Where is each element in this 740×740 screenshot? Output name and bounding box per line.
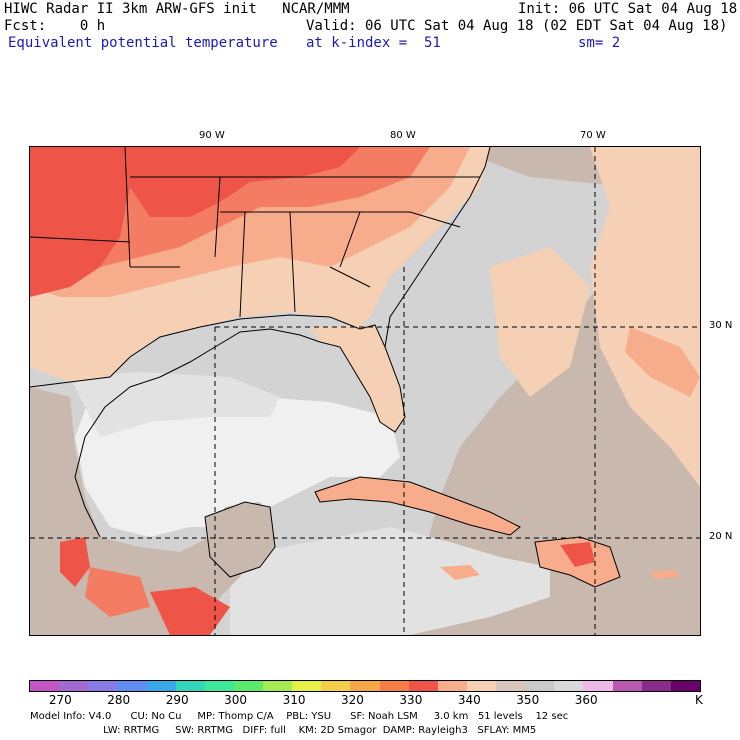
central-america-red [150, 587, 230, 635]
colorbar-tick-label: 290 [165, 693, 189, 707]
coastline-yucatan [204, 501, 276, 578]
colorbar-swatch [59, 681, 89, 691]
colorbar-swatch [437, 681, 467, 691]
map-panel [29, 146, 701, 636]
east-atlantic-peach-region [590, 147, 700, 487]
state-borders [30, 147, 480, 318]
title-line-1: HIWC Radar II 3km ARW-GFS init NCAR/MMM [4, 1, 350, 17]
coastline-hispaniola [534, 536, 621, 588]
us-land-red-west [30, 147, 130, 297]
colorbar-tick-label: 340 [457, 693, 481, 707]
gulf-lighter-core [70, 372, 280, 437]
colorbar-swatch [525, 681, 555, 691]
us-land-red-north [125, 147, 360, 217]
lon-label-90w: 90 W [199, 130, 225, 141]
colorbar-tick-label: 310 [282, 693, 306, 707]
jamaica-island [440, 565, 480, 580]
florida-peninsula [310, 325, 405, 432]
colorbar-tick-label: 270 [48, 693, 72, 707]
colorbar-tick-label: 280 [107, 693, 131, 707]
mexico-red-spots [60, 537, 90, 587]
colorbar-swatch [554, 681, 584, 691]
footer-line-2: LW: RRTMG SW: RRTMG DIFF: full KM: 2D Sm… [30, 725, 537, 736]
colorbar-swatch [233, 681, 263, 691]
lon-label-70w: 70 W [580, 130, 606, 141]
central-america-orange [85, 567, 150, 617]
colorbar-swatch [583, 681, 613, 691]
coastline-cuba [314, 476, 521, 536]
colorbar-swatch [321, 681, 351, 691]
colorbar-swatch [670, 681, 700, 691]
colorbar-swatch [263, 681, 293, 691]
valid-time: Valid: 06 UTC Sat 04 Aug 18 (02 EDT Sat … [306, 18, 728, 34]
hispaniola-red-core [560, 542, 595, 567]
colorbar-swatch [612, 681, 642, 691]
salmon-streak [625, 327, 700, 397]
coastline-us [30, 314, 406, 538]
puerto-rico-island [650, 570, 680, 579]
colorbar-tick-label: 320 [341, 693, 364, 707]
colorbar-tick-label: 360 [574, 693, 598, 707]
gulf-light-region [75, 387, 400, 537]
field-name: Equivalent potential temperature [8, 35, 278, 51]
lat-label-20n: 20 N [709, 531, 733, 542]
footer-line-1: Model Info: V4.0 CU: No Cu MP: Thomp C/A… [30, 711, 569, 722]
colorbar-swatch [466, 681, 496, 691]
colorbar-swatch [496, 681, 526, 691]
lat-label-30n: 30 N [709, 320, 733, 331]
colorbar-swatch [30, 681, 60, 691]
yucatan-peninsula [205, 502, 275, 577]
smoothing-info: sm= 2 [578, 35, 621, 51]
colorbar-swatch [408, 681, 438, 691]
cuba-island [315, 477, 520, 535]
colorbar [29, 680, 701, 692]
colorbar-swatch [379, 681, 409, 691]
colorbar-swatch [175, 681, 205, 691]
colorbar-tick-label: 350 [516, 693, 540, 707]
colorbar-swatch [146, 681, 176, 691]
lon-label-80w: 80 W [390, 130, 416, 141]
caribbean-light-band [230, 527, 550, 635]
colorbar-swatch [88, 681, 118, 691]
forecast-hour: Fcst: 0 h [4, 18, 106, 34]
colorbar-swatch [117, 681, 147, 691]
init-time: Init: 06 UTC Sat 04 Aug 18 [518, 1, 738, 17]
colorbar-swatch [641, 681, 671, 691]
colorbar-tick-label: 300 [224, 693, 248, 707]
colorbar-swatch [350, 681, 380, 691]
coastline-atlantic [384, 147, 491, 348]
colorbar-tick-label: K [695, 693, 703, 707]
colorbar-swatch [204, 681, 234, 691]
peach-streak [490, 247, 590, 397]
colorbar-tick-label: 330 [399, 693, 423, 707]
map-canvas [30, 147, 700, 635]
colorbar-swatch [292, 681, 322, 691]
level-info: at k-index = 51 [306, 35, 441, 51]
